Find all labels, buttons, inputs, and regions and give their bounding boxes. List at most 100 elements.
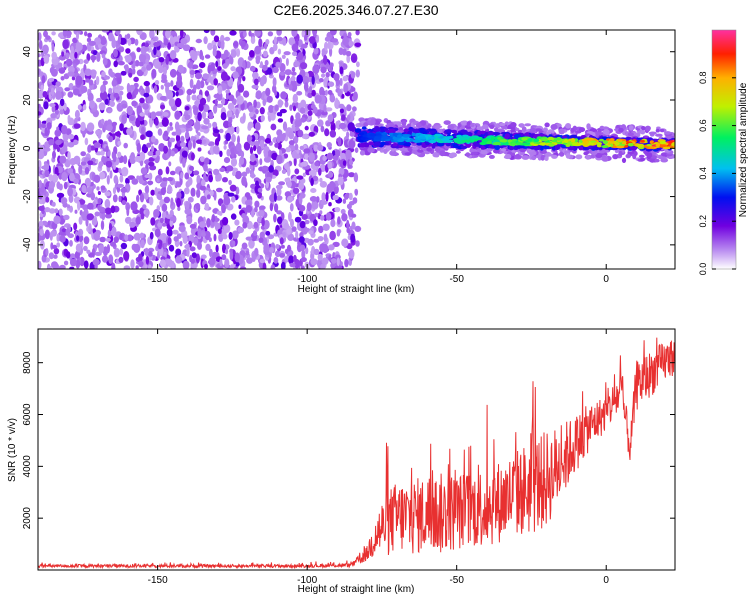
heatmap-cell — [370, 118, 376, 125]
heatmap-cell — [98, 102, 106, 111]
heatmap-cell — [243, 90, 250, 98]
heatmap-cell — [80, 121, 86, 132]
heatmap-cell — [40, 71, 44, 76]
heatmap-cell — [73, 155, 81, 165]
heatmap-cell — [206, 218, 211, 228]
heatmap-cell — [641, 126, 646, 131]
heatmap-cell — [197, 111, 202, 122]
heatmap-cell — [660, 158, 669, 163]
heatmap-cell — [578, 146, 584, 151]
heatmap-cell — [126, 92, 133, 100]
heatmap-cell — [313, 47, 319, 55]
heatmap-cell — [147, 151, 154, 157]
heatmap-cell — [300, 161, 308, 167]
heatmap-cell — [314, 94, 322, 104]
heatmap-cell — [53, 215, 61, 225]
heatmap-cell — [326, 183, 334, 193]
heatmap-cell — [232, 240, 236, 247]
heatmap-cell — [434, 148, 441, 152]
heatmap-cell — [319, 177, 323, 183]
heatmap-cell — [230, 49, 237, 58]
heatmap-cell — [48, 252, 55, 260]
heatmap-cell — [190, 187, 196, 197]
heatmap-cell — [94, 263, 98, 269]
heatmap-cell — [239, 266, 247, 269]
heatmap-cell — [160, 182, 167, 188]
heatmap-cell — [228, 116, 233, 124]
heatmap-cell — [75, 243, 82, 253]
heatmap-cell — [339, 66, 344, 75]
heatmap-cell — [321, 111, 328, 116]
heatmap-cell — [451, 129, 457, 134]
heatmap-cell — [241, 213, 246, 219]
heatmap-cell — [154, 187, 158, 196]
heatmap-cell — [462, 139, 472, 143]
heatmap-cell — [255, 108, 259, 115]
heatmap-cell — [503, 155, 510, 159]
heatmap-cell — [75, 42, 83, 52]
heatmap-cell — [203, 36, 208, 45]
heatmap-cell — [143, 92, 150, 98]
heatmap-cell — [119, 123, 124, 132]
heatmap-cell — [569, 134, 578, 139]
heatmap-cell — [274, 104, 279, 112]
heatmap-cell — [342, 75, 349, 82]
heatmap-cell — [74, 117, 78, 124]
heatmap-cell — [365, 143, 370, 148]
heatmap-cell — [224, 258, 230, 268]
heatmap-cell — [297, 129, 304, 138]
heatmap-cell — [84, 167, 90, 175]
heatmap-cell — [283, 51, 291, 56]
heatmap-cell — [130, 259, 135, 269]
heatmap-cell — [241, 176, 247, 187]
heatmap-cell — [63, 260, 69, 266]
heatmap-cell — [274, 203, 279, 213]
heatmap-cell — [448, 152, 457, 158]
heatmap-cell — [644, 125, 651, 131]
heatmap-cell — [602, 129, 610, 135]
heatmap-cell — [208, 64, 215, 72]
heatmap-cell — [231, 134, 236, 143]
heatmap-cell — [346, 131, 350, 139]
heatmap-cell — [167, 184, 172, 194]
heatmap-cell — [110, 241, 116, 247]
heatmap-cell — [43, 101, 49, 110]
colorbar-tick-label: 0.6 — [698, 119, 708, 132]
heatmap-cell — [217, 66, 222, 71]
y-tick-label: -40 — [22, 237, 33, 252]
heatmap-cell — [291, 30, 298, 37]
heatmap-cell — [263, 219, 270, 230]
heatmap-cell — [276, 30, 282, 36]
heatmap-cell — [376, 147, 382, 151]
heatmap-cell — [504, 133, 510, 139]
heatmap-cell — [220, 112, 227, 121]
heatmap-cell — [279, 71, 286, 76]
heatmap-cell — [181, 150, 188, 158]
heatmap-cell — [161, 211, 167, 220]
heatmap-cell — [348, 192, 353, 201]
heatmap-cell — [202, 73, 209, 80]
heatmap-cell — [145, 58, 149, 65]
heatmap-cell — [262, 98, 267, 107]
heatmap-cell — [288, 140, 295, 146]
heatmap-cell — [52, 173, 59, 183]
heatmap-cell — [237, 135, 240, 145]
heatmap-cell — [228, 179, 232, 186]
heatmap-cell — [179, 177, 183, 186]
heatmap-cell — [157, 128, 163, 136]
heatmap-cell — [105, 237, 111, 242]
heatmap-cell — [68, 194, 74, 203]
heatmap-cell — [145, 130, 153, 138]
heatmap-cell — [67, 142, 75, 148]
heatmap-cell — [195, 202, 201, 210]
heatmap-cell — [308, 85, 313, 93]
heatmap-cell — [288, 84, 293, 91]
heatmap-cell — [277, 216, 283, 225]
heatmap-cell — [207, 122, 212, 129]
heatmap-cell — [177, 73, 182, 84]
heatmap-cell — [186, 94, 191, 103]
heatmap-cell — [131, 63, 136, 69]
heatmap-cell — [299, 145, 304, 150]
heatmap-cell — [369, 133, 377, 137]
heatmap-cell — [160, 84, 164, 90]
